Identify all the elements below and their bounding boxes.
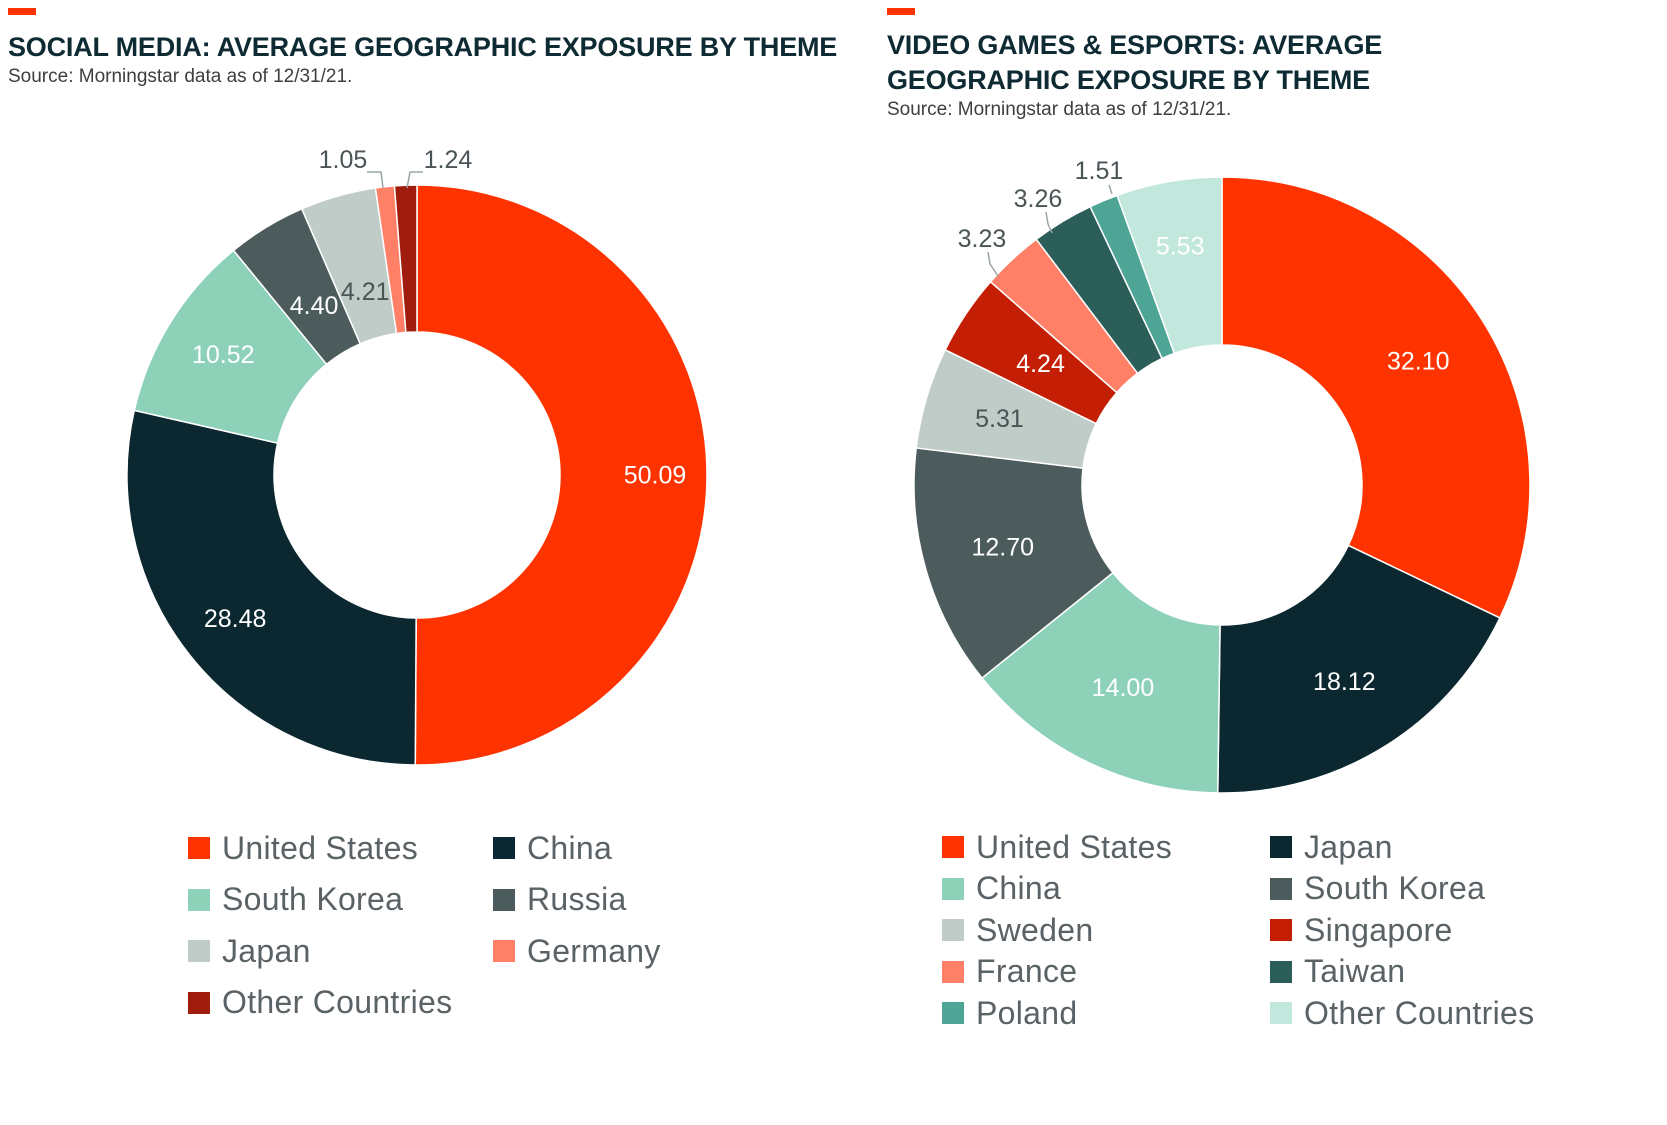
legend-label: Japan — [1304, 828, 1393, 865]
chart-source: Source: Morningstar data as of 12/31/21. — [887, 99, 1232, 120]
data-label-united-states: 32.10 — [1387, 347, 1450, 375]
data-label-japan: 18.12 — [1313, 668, 1376, 696]
legend-item-south-korea: South Korea — [188, 880, 403, 920]
legend-item-united-states: United States — [942, 827, 1172, 867]
legend-item-united-states: United States — [188, 828, 418, 868]
social-media-chart-panel: SOCIAL MEDIA: AVERAGE GEOGRAPHIC EXPOSUR… — [8, 8, 838, 1023]
legend-swatch — [188, 940, 210, 962]
legend-item-poland: Poland — [942, 993, 1077, 1033]
data-label-other-countries: 1.24 — [424, 146, 473, 174]
data-label-other-countries: 5.53 — [1156, 233, 1205, 261]
legend-swatch — [942, 877, 964, 900]
leader-line — [987, 251, 999, 277]
data-label-singapore: 4.24 — [1016, 350, 1065, 378]
data-label-france: 3.23 — [958, 225, 1007, 253]
slice-other-countries — [1116, 176, 1223, 355]
legend-item-france: France — [942, 952, 1077, 992]
data-label-south-korea: 10.52 — [192, 341, 255, 369]
legend-item-singapore: Singapore — [1270, 910, 1453, 950]
legend-item-japan: Japan — [188, 931, 311, 971]
slice-other-countries — [393, 184, 418, 334]
legend-item-japan: Japan — [1270, 827, 1393, 867]
legend-label: Sweden — [976, 911, 1094, 948]
legend-swatch — [942, 1002, 964, 1024]
legend-label: United States — [222, 829, 419, 866]
legend-swatch — [1270, 836, 1292, 858]
legend-label: France — [976, 953, 1078, 989]
legend-label: China — [527, 829, 613, 866]
legend-item-china: China — [493, 828, 612, 868]
chart-source: Source: Morningstar data as of 12/31/21. — [8, 66, 353, 87]
accent-bar — [8, 8, 36, 15]
legend-swatch — [493, 888, 515, 911]
data-label-japan: 4.21 — [341, 278, 390, 306]
legend-swatch — [188, 991, 210, 1014]
legend-swatch — [188, 837, 210, 859]
slice-united-states — [1221, 176, 1531, 619]
legend-item-other-countries: Other Countries — [188, 983, 452, 1023]
accent-bar — [887, 8, 915, 15]
legend-swatch — [942, 919, 964, 941]
video-games-chart-panel: VIDEO GAMES & ESPORTS: AVERAGE GEOGRAPHI… — [880, 0, 1667, 1125]
legend-item-russia: Russia — [493, 880, 627, 920]
legend-swatch — [1270, 919, 1292, 941]
legend-item-other-countries: Other Countries — [1270, 993, 1534, 1033]
legend-swatch — [1270, 1002, 1292, 1024]
data-label-germany: 1.05 — [319, 146, 368, 174]
legend-swatch — [942, 836, 964, 858]
legend-label: Japan — [222, 932, 311, 969]
legend-label: Poland — [976, 994, 1078, 1031]
data-label-sweden: 5.31 — [975, 405, 1024, 433]
legend-item-sweden: Sweden — [942, 910, 1093, 950]
legend-item-south-korea: South Korea — [1270, 869, 1485, 909]
legend-item-taiwan: Taiwan — [1270, 952, 1405, 992]
legend-label: Singapore — [1304, 911, 1453, 948]
chart-title: SOCIAL MEDIA: AVERAGE GEOGRAPHIC EXPOSUR… — [8, 32, 838, 62]
social-media-donut-chart: 50.09 28.48 10.52 4.40 4.21 1.05 1.24 — [126, 146, 708, 766]
leader-line — [1045, 211, 1053, 234]
legend-item-china: China — [942, 869, 1061, 909]
slice-south-korea — [913, 447, 1114, 680]
legend-swatch — [493, 837, 515, 859]
data-label-taiwan: 3.26 — [1014, 185, 1063, 213]
data-label-russia: 4.40 — [290, 292, 339, 320]
legend-label: Taiwan — [1304, 953, 1406, 989]
chart-title: VIDEO GAMES & ESPORTS: AVERAGE GEOGRAPHI… — [887, 30, 1383, 95]
slice-united-states — [414, 184, 708, 766]
legend-item-germany: Germany — [493, 931, 661, 971]
legend-swatch — [1270, 960, 1292, 983]
slice-japan — [1216, 544, 1501, 794]
legend-label: Other Countries — [1304, 994, 1535, 1031]
slice-china — [980, 571, 1221, 794]
data-label-south-korea: 12.70 — [971, 534, 1034, 562]
data-label-united-states: 50.09 — [624, 462, 687, 490]
legend-swatch — [493, 940, 515, 962]
legend-label: South Korea — [1304, 870, 1486, 906]
slice-china — [126, 409, 417, 766]
data-label-china: 14.00 — [1092, 674, 1155, 702]
legend-swatch — [1270, 877, 1292, 900]
legend-label: Russia — [527, 881, 627, 917]
legend-label: Other Countries — [222, 984, 453, 1020]
legend-swatch — [942, 960, 964, 983]
data-label-china: 28.48 — [204, 605, 267, 633]
legend-label: South Korea — [222, 881, 404, 917]
leader-line — [406, 171, 423, 189]
leader-line — [1108, 184, 1113, 195]
legend-label: United States — [976, 828, 1173, 865]
data-label-poland: 1.51 — [1075, 157, 1124, 185]
legend-label: Germany — [527, 932, 661, 969]
video-games-donut-chart: 32.10 18.12 14.00 12.70 5.31 4.24 3.233.26 1.51… — [913, 157, 1531, 794]
leader-line — [367, 171, 384, 189]
legend-swatch — [188, 888, 210, 911]
legend-label: China — [976, 870, 1062, 906]
